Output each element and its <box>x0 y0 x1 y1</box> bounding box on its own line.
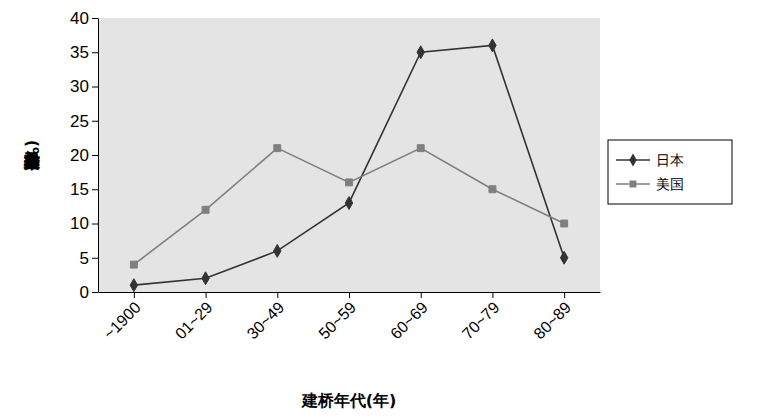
x-tick-label: 01~29 <box>172 299 216 343</box>
y-tick: 35 <box>70 43 98 62</box>
y-tick-label: 30 <box>70 77 89 96</box>
series-line <box>134 45 564 285</box>
y-axis-title: 已建桥梁数分布(%) <box>23 140 42 171</box>
x-tick-mark <box>349 292 350 298</box>
x-tick-mark <box>206 292 207 298</box>
series-marker <box>130 279 137 292</box>
y-axis: 0 5 10 15 20 25 30 35 40 <box>70 9 98 302</box>
x-tick-mark <box>564 292 565 298</box>
x-axis-title: 建桥年代(年) <box>300 391 397 410</box>
series <box>130 145 567 268</box>
x-tick: 50~59 <box>315 292 359 342</box>
legend-marker <box>630 181 637 188</box>
y-tick-mark <box>92 155 98 156</box>
y-tick-mark <box>92 189 98 190</box>
x-axis: ~1900 01~29 30~49 50~59 60~69 70~79 80~89 <box>99 292 601 342</box>
y-tick-label: 10 <box>70 214 89 233</box>
y-tick-mark <box>92 224 98 225</box>
y-tick: 5 <box>80 249 98 268</box>
y-tick-mark <box>92 258 98 259</box>
x-tick-label: 60~69 <box>387 299 431 343</box>
x-tick-label: 70~79 <box>459 299 503 343</box>
y-tick-mark <box>92 87 98 88</box>
legend-marker <box>629 154 636 167</box>
y-tick-mark <box>92 52 98 53</box>
x-tick-mark <box>492 292 493 298</box>
x-tick-mark <box>421 292 422 298</box>
y-tick-label: 40 <box>70 9 89 28</box>
plot-area <box>130 39 568 292</box>
x-tick: 60~69 <box>387 292 431 342</box>
x-tick: 30~49 <box>244 292 288 342</box>
y-axis-line <box>98 19 99 293</box>
x-tick-mark <box>134 292 135 298</box>
series-marker <box>489 186 496 193</box>
series-marker <box>202 206 209 213</box>
y-tick-label: 20 <box>70 146 89 165</box>
y-tick: 25 <box>70 112 98 131</box>
y-tick-mark <box>92 18 98 19</box>
x-tick-label: ~1900 <box>100 299 144 343</box>
series-marker <box>417 46 424 59</box>
x-tick-mark <box>277 292 278 298</box>
series-line <box>134 148 564 264</box>
chart: 0 5 10 15 20 25 30 35 40 ~1900 01~29 30~49 50~59 60~6… <box>0 0 760 419</box>
y-tick-label: 25 <box>70 112 89 131</box>
y-tick-label: 15 <box>70 180 89 199</box>
y-tick: 40 <box>70 9 98 28</box>
series-marker <box>417 145 424 152</box>
y-tick: 0 <box>80 283 98 302</box>
y-tick: 30 <box>70 77 98 96</box>
y-tick-mark <box>92 292 98 293</box>
series-marker <box>560 251 567 264</box>
series-marker <box>274 244 281 257</box>
y-tick-label: 5 <box>80 249 89 268</box>
series-marker <box>130 261 137 268</box>
series <box>130 39 568 292</box>
legend: 日本美国 <box>608 140 732 204</box>
y-tick-label: 35 <box>70 43 89 62</box>
y-tick-label: 0 <box>80 283 89 302</box>
x-tick: ~1900 <box>100 292 144 342</box>
x-tick-label: 80~89 <box>530 299 574 343</box>
x-tick: 01~29 <box>172 292 216 342</box>
series-marker <box>489 39 496 52</box>
y-tick-mark <box>92 121 98 122</box>
y-tick: 15 <box>70 180 98 199</box>
y-tick: 10 <box>70 214 98 233</box>
y-tick: 20 <box>70 146 98 165</box>
x-tick-label: 30~49 <box>244 299 288 343</box>
legend-label: 美国 <box>656 176 684 192</box>
series-marker <box>345 197 352 210</box>
plot-background <box>98 18 600 292</box>
series-marker <box>274 145 281 152</box>
x-tick: 80~89 <box>530 292 574 342</box>
legend-box <box>608 140 732 204</box>
series-marker <box>561 220 568 227</box>
series-marker <box>202 272 209 285</box>
series-marker <box>346 179 353 186</box>
x-tick-label: 50~59 <box>315 299 359 343</box>
legend-label: 日本 <box>656 152 684 168</box>
x-tick: 70~79 <box>459 292 503 342</box>
